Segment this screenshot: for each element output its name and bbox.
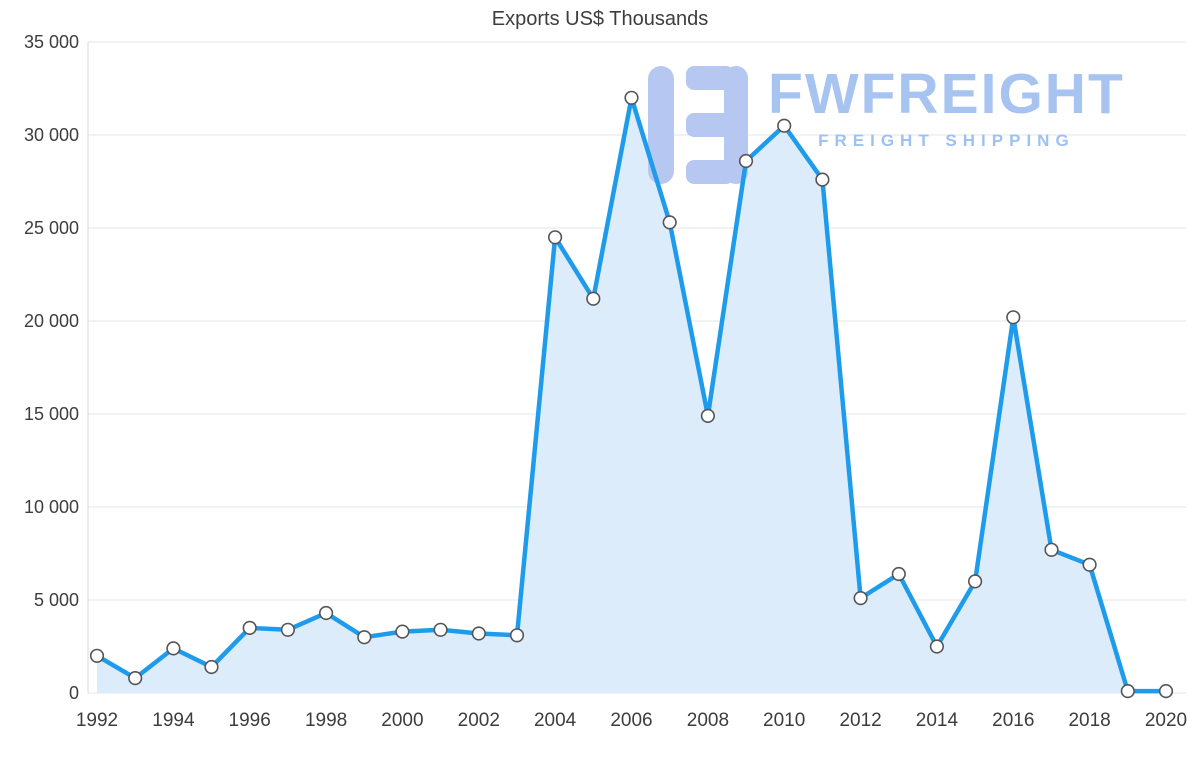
data-point-marker <box>128 670 143 686</box>
x-axis-label: 2004 <box>534 710 577 731</box>
data-point-marker <box>662 215 677 230</box>
y-axis-label: 10 000 <box>24 497 79 517</box>
data-point-marker <box>509 628 525 643</box>
data-point-marker <box>433 622 448 637</box>
y-axis-label: 20 000 <box>24 311 79 331</box>
y-axis-label: 0 <box>69 683 79 703</box>
y-axis-label: 5 000 <box>34 590 79 610</box>
x-axis-label: 1994 <box>152 710 195 731</box>
data-point-marker <box>1082 557 1097 572</box>
data-point-marker <box>1158 683 1174 699</box>
x-axis-label: 1996 <box>229 710 271 731</box>
data-point-marker <box>357 630 372 645</box>
x-axis-label: 2020 <box>1145 710 1187 731</box>
data-point-marker <box>624 90 639 105</box>
x-axis-label: 1992 <box>76 710 118 731</box>
data-point-marker <box>242 620 257 636</box>
data-point-marker <box>777 118 792 133</box>
data-point-marker <box>700 408 716 424</box>
data-point-marker <box>815 172 830 187</box>
data-point-marker <box>166 641 181 656</box>
data-point-marker <box>1006 310 1021 325</box>
x-axis-label: 2006 <box>610 710 652 731</box>
x-axis-label: 2000 <box>381 710 423 731</box>
y-axis-label: 30 000 <box>24 125 79 145</box>
x-axis-label: 2002 <box>458 710 500 731</box>
data-point-marker <box>967 574 983 589</box>
data-point-marker <box>89 648 105 663</box>
y-axis-label: 15 000 <box>24 404 79 424</box>
x-axis-label: 2018 <box>1068 710 1110 731</box>
data-point-marker <box>280 622 296 637</box>
chart-title: Exports US$ Thousands <box>491 8 709 30</box>
data-point-marker <box>586 291 601 306</box>
data-point-marker <box>738 153 754 169</box>
data-point-marker <box>204 659 219 675</box>
y-axis-label: 35 000 <box>24 32 79 52</box>
data-point-marker <box>547 230 563 245</box>
data-point-marker <box>319 605 334 621</box>
x-axis-label: 2012 <box>839 710 881 731</box>
y-axis-label: 25 000 <box>24 218 79 238</box>
series-line <box>94 95 1169 694</box>
x-axis-label: 2010 <box>763 710 805 731</box>
x-axis-label: 2014 <box>916 710 959 731</box>
data-point-marker <box>891 566 906 582</box>
data-point-marker <box>1044 542 1059 557</box>
data-point-marker <box>853 590 868 606</box>
data-point-marker <box>471 626 486 641</box>
data-point-marker <box>395 624 410 639</box>
x-axis-label: 2008 <box>687 710 729 731</box>
area-fill <box>97 97 1166 694</box>
data-point-marker <box>1120 683 1135 699</box>
data-point-marker <box>929 639 945 654</box>
x-axis-label: 2016 <box>992 710 1034 731</box>
x-axis-label: 1998 <box>305 710 347 731</box>
